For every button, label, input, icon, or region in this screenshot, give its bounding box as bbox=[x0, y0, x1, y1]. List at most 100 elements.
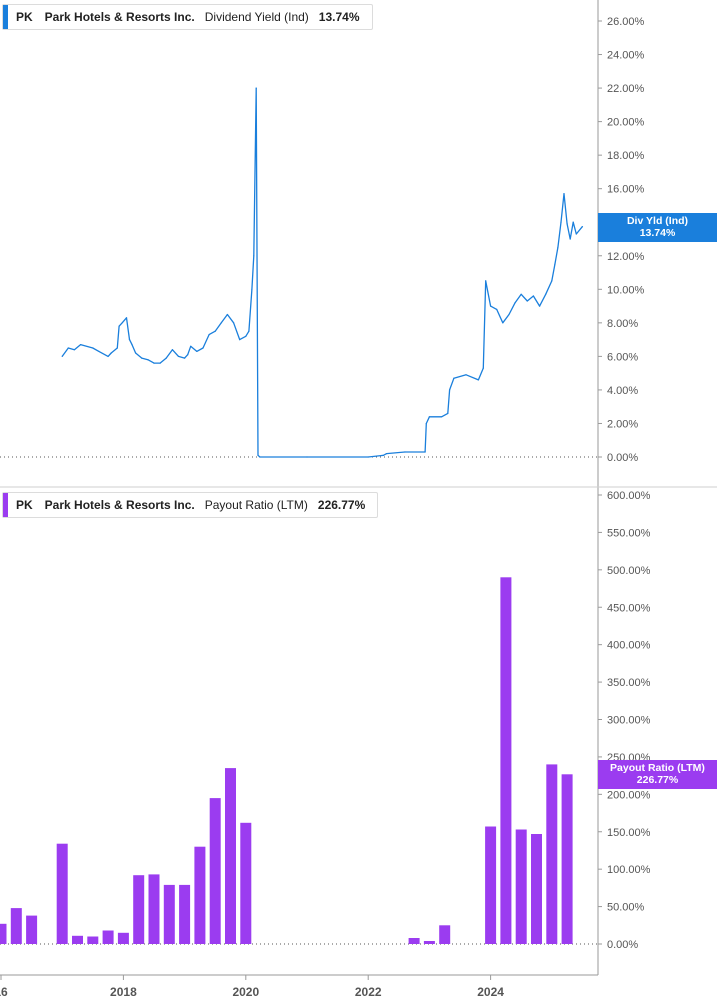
yield-y-tick-label: 26.00% bbox=[607, 16, 645, 28]
payout-bar bbox=[72, 935, 83, 944]
yield-data-point bbox=[153, 362, 155, 364]
yield-data-point bbox=[502, 322, 504, 324]
payout-bar bbox=[209, 798, 221, 944]
yield-data-point bbox=[125, 317, 128, 319]
yield-data-point bbox=[251, 288, 253, 290]
yield-data-point bbox=[80, 344, 82, 346]
yield-y-tick-label: 22.00% bbox=[607, 83, 645, 95]
payout-y-tick-label: 100.00% bbox=[607, 864, 651, 876]
yield-legend-company: Park Hotels & Resorts Inc. bbox=[44, 10, 195, 24]
x-tick-label: 16 bbox=[0, 985, 8, 999]
yield-data-point bbox=[490, 305, 492, 307]
yield-data-point bbox=[545, 293, 547, 295]
payout-bar bbox=[546, 764, 558, 944]
yield-data-point bbox=[449, 389, 451, 391]
yield-legend-ticker: PK bbox=[16, 10, 33, 24]
yield-data-point bbox=[514, 302, 516, 304]
payout-y-tick-label: 200.00% bbox=[607, 789, 651, 801]
yield-data-point bbox=[190, 345, 192, 347]
x-tick-label: 2020 bbox=[232, 985, 259, 999]
payout-bar bbox=[87, 936, 99, 944]
yield-data-point bbox=[131, 344, 133, 346]
payout-bar bbox=[102, 930, 114, 944]
payout-bar bbox=[56, 843, 68, 944]
yield-data-point bbox=[128, 339, 131, 341]
payout-bar bbox=[163, 884, 175, 944]
yield-data-point bbox=[248, 330, 250, 332]
payout-y-tick-label: 600.00% bbox=[607, 490, 651, 502]
yield-data-point bbox=[526, 300, 528, 302]
payout-value-flag: Payout Ratio (LTM) 226.77% bbox=[598, 760, 717, 789]
payout-legend: PK Park Hotels & Resorts Inc. Payout Rat… bbox=[2, 492, 379, 518]
yield-data-point bbox=[367, 456, 369, 458]
yield-series-line bbox=[61, 87, 583, 458]
yield-data-point bbox=[118, 325, 120, 327]
yield-data-point bbox=[177, 355, 180, 357]
payout-y-tick-label: 400.00% bbox=[607, 640, 651, 652]
yield-data-point bbox=[73, 349, 75, 351]
yield-data-point bbox=[171, 349, 173, 351]
payout-y-tick-label: 450.00% bbox=[607, 602, 651, 614]
yield-data-point bbox=[147, 359, 149, 361]
payout-y-tick-label: 150.00% bbox=[607, 827, 651, 839]
yield-data-point bbox=[121, 322, 123, 324]
payout-bar bbox=[179, 884, 191, 944]
yield-data-point bbox=[253, 255, 255, 257]
payout-bar bbox=[26, 915, 38, 944]
yield-data-point bbox=[563, 193, 565, 195]
yield-data-point bbox=[255, 87, 257, 89]
yield-data-point bbox=[92, 347, 94, 349]
yield-data-point bbox=[184, 357, 186, 359]
yield-data-point bbox=[496, 308, 498, 310]
yield-data-point bbox=[477, 379, 479, 381]
payout-legend-value: 226.77% bbox=[317, 498, 366, 512]
yield-data-point bbox=[187, 354, 189, 356]
yield-data-point bbox=[539, 305, 541, 307]
yield-data-point bbox=[214, 330, 216, 332]
yield-y-tick-label: 18.00% bbox=[607, 150, 645, 162]
yield-data-point bbox=[257, 454, 259, 456]
yield-data-point bbox=[259, 456, 261, 458]
payout-legend-company: Park Hotels & Resorts Inc. bbox=[44, 498, 195, 512]
yield-data-point bbox=[98, 350, 100, 352]
payout-bar bbox=[485, 826, 497, 944]
yield-data-point bbox=[554, 263, 556, 265]
payout-bar bbox=[515, 829, 527, 944]
yield-data-point bbox=[569, 238, 571, 240]
yield-y-tick-label: 0.00% bbox=[607, 452, 638, 464]
payout-bar bbox=[531, 834, 542, 944]
yield-data-point bbox=[61, 355, 63, 357]
yield-data-point bbox=[306, 456, 308, 458]
yield-y-tick-label: 20.00% bbox=[607, 117, 645, 129]
yield-data-point bbox=[424, 451, 426, 453]
yield-data-point bbox=[196, 350, 198, 352]
yield-data-point bbox=[239, 339, 241, 341]
payout-bar bbox=[439, 925, 451, 944]
yield-data-point bbox=[208, 334, 210, 336]
payout-bar bbox=[10, 908, 22, 944]
yield-data-point bbox=[557, 246, 559, 248]
payout-flag-label: Payout Ratio (LTM) bbox=[610, 762, 705, 774]
yield-legend: PK Park Hotels & Resorts Inc. Dividend Y… bbox=[2, 4, 373, 30]
yield-y-tick-label: 4.00% bbox=[607, 385, 638, 397]
yield-data-point bbox=[482, 367, 484, 369]
payout-legend-swatch bbox=[3, 493, 8, 517]
payout-bar bbox=[0, 923, 7, 944]
yield-data-point bbox=[572, 221, 574, 223]
yield-data-point bbox=[575, 233, 577, 235]
payout-y-tick-label: 550.00% bbox=[607, 527, 651, 539]
yield-data-point bbox=[566, 223, 568, 225]
payout-flag-value: 226.77% bbox=[636, 774, 679, 786]
yield-data-point bbox=[116, 347, 118, 349]
yield-data-point bbox=[67, 347, 69, 349]
yield-legend-metric: Dividend Yield (Ind) bbox=[204, 10, 309, 24]
yield-y-tick-label: 6.00% bbox=[607, 351, 638, 363]
yield-legend-swatch bbox=[3, 5, 8, 29]
yield-data-point bbox=[382, 454, 385, 456]
yield-data-point bbox=[165, 357, 167, 359]
payout-bar bbox=[148, 874, 160, 944]
yield-data-point bbox=[233, 322, 235, 324]
yield-legend-value: 13.74% bbox=[318, 10, 360, 24]
payout-bar bbox=[561, 774, 573, 944]
